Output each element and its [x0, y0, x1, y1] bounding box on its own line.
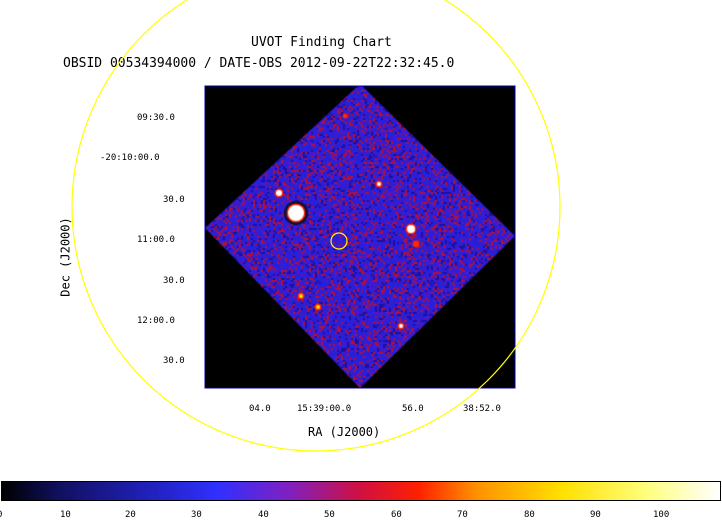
x-tick-label: 56.0	[402, 404, 424, 414]
colorbar	[1, 481, 721, 501]
x-tick-label: 15:39:00.0	[297, 404, 352, 414]
y-tick-label: 09:30.0	[137, 113, 175, 123]
x-axis-label: RA (J2000)	[308, 425, 381, 439]
x-tick-label: 38:52.0	[463, 404, 501, 414]
y-tick-label: -20:10:00.0	[100, 153, 160, 163]
y-tick-label: 30.0	[163, 195, 185, 205]
colorbar-tick-label: 100	[653, 510, 670, 520]
y-axis-label: Dec (J2000)	[58, 217, 73, 297]
y-tick-label: 12:00.0	[137, 316, 175, 326]
colorbar-tick-label: 60	[391, 510, 402, 520]
colorbar-tick-label: 30	[191, 510, 202, 520]
colorbar-tick-label: 20	[125, 510, 136, 520]
image-frame	[204, 85, 516, 389]
target-position-circle	[330, 232, 348, 250]
colorbar-tick-label: 80	[524, 510, 535, 520]
y-tick-label: 11:00.0	[137, 235, 175, 245]
x-tick-label: 04.0	[249, 404, 271, 414]
colorbar-tick-label: 90	[590, 510, 601, 520]
colorbar-tick-label: 50	[324, 510, 335, 520]
colorbar-tick-label: 70	[457, 510, 468, 520]
field-of-view-circle	[71, 0, 561, 452]
colorbar-tick-label: 10	[60, 510, 71, 520]
colorbar-tick-label: 40	[258, 510, 269, 520]
y-tick-label: 30.0	[163, 276, 185, 286]
colorbar-tick-label: 0	[0, 510, 2, 520]
y-tick-label: 30.0	[163, 356, 185, 366]
sky-image	[205, 86, 515, 388]
chart-subtitle: OBSID 00534394000 / DATE-OBS 2012-09-22T…	[63, 56, 455, 71]
chart-title: UVOT Finding Chart	[251, 35, 392, 50]
